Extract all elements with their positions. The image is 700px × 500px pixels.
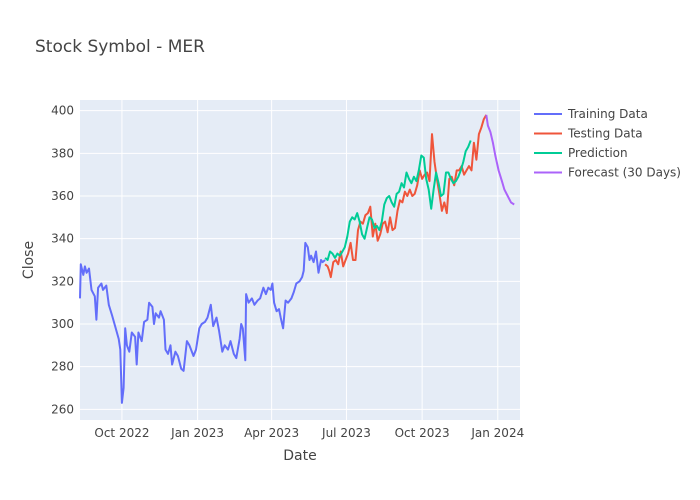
x-tick-label: Oct 2022 [94,426,149,440]
legend-item-prediction[interactable]: Prediction [534,146,628,160]
x-tick-label: Jan 2023 [170,426,224,440]
series-line-prediction [324,140,472,261]
x-axis-ticks: Oct 2022 Jan 2023 Apr 2023 Jul 2023 Oct 2023… [94,426,524,440]
series-lines [79,114,515,404]
x-tick-label: Jan 2024 [470,426,524,440]
legend-label: Testing Data [567,127,643,141]
plot-area[interactable] [80,100,520,420]
series-line-forecast-30-days [485,114,515,206]
y-tick-label: 280 [51,360,74,374]
legend-label: Prediction [568,146,628,160]
chart-title: Stock Symbol - MER [35,37,205,57]
legend-label: Forecast (30 Days) [568,166,681,180]
y-axis-ticks: 260 280 300 320 340 360 380 400 [51,104,74,417]
x-axis-title: Date [283,448,316,464]
y-tick-label: 340 [51,232,74,246]
grid [80,100,520,420]
y-tick-label: 400 [51,104,74,118]
x-tick-label: Jul 2023 [321,426,371,440]
y-tick-label: 360 [51,189,74,203]
legend-item-training-data[interactable]: Training Data [534,107,648,121]
x-tick-label: Oct 2023 [395,426,450,440]
legend-item-testing-data[interactable]: Testing Data [534,127,643,141]
series-line-testing-data [324,114,488,279]
x-tick-label: Apr 2023 [244,426,299,440]
y-axis-title: Close [21,241,37,279]
y-tick-label: 300 [51,317,74,331]
legend-label: Training Data [567,107,648,121]
y-tick-label: 260 [51,402,74,416]
y-tick-label: 380 [51,146,74,160]
y-tick-label: 320 [51,274,74,288]
legend: Training Data Testing Data Prediction Forec… [534,107,681,180]
series-line-training-data [79,241,326,404]
legend-item-forecast-30-days[interactable]: Forecast (30 Days) [534,166,681,180]
